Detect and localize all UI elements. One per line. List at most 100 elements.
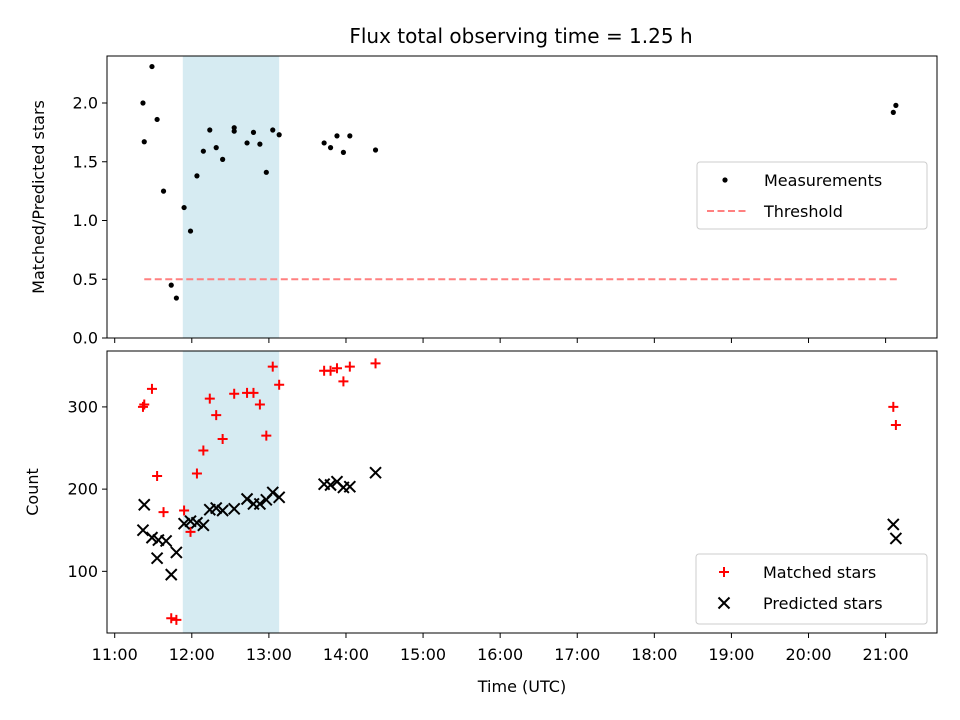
- matched-star-point: [248, 387, 259, 398]
- measurement-point: [181, 204, 187, 211]
- predicted-star-point: [369, 466, 382, 479]
- matched-star-point: [152, 470, 163, 481]
- top-y-tick-label: 1.0: [73, 211, 98, 230]
- bottom-x-tick-label: 13:00: [246, 645, 292, 664]
- bottom-x-tick-label: 15:00: [400, 645, 446, 664]
- legend-label: Predicted stars: [763, 594, 883, 613]
- bottom-x-tick-label: 21:00: [863, 645, 909, 664]
- measurement-point: [321, 140, 327, 146]
- bottom-x-tick-label: 11:00: [92, 645, 138, 664]
- matched-star-point: [261, 430, 272, 441]
- predicted-star-point: [170, 546, 183, 559]
- predicted-star-point: [197, 519, 210, 532]
- predicted-star-point: [887, 518, 900, 531]
- predicted-star-point: [227, 502, 241, 516]
- legend-label: Matched stars: [763, 563, 876, 582]
- matched-star-point: [198, 445, 209, 456]
- top-legend: Measurements Threshold: [696, 161, 928, 230]
- measurement-point: [890, 109, 896, 115]
- legend-box: [695, 553, 928, 625]
- measurement-point: [213, 145, 219, 151]
- matched-star-point: [254, 399, 265, 410]
- legend-label: Measurements: [764, 171, 882, 190]
- measurement-point: [154, 116, 160, 123]
- bottom-y-tick-label: 200: [67, 480, 98, 499]
- legend-marker: [722, 177, 728, 183]
- predicted-star-point: [165, 568, 178, 581]
- legend-label: Threshold: [763, 202, 843, 221]
- bottom-x-tick-label: 20:00: [785, 645, 831, 664]
- top-y-tick-label: 0.5: [73, 270, 98, 289]
- top-shaded-interval: [182, 56, 280, 338]
- matched-star-point: [274, 379, 285, 390]
- legend-marker: [717, 596, 731, 610]
- measurement-point: [334, 133, 340, 139]
- matched-star-point: [171, 614, 182, 625]
- measurement-point: [140, 100, 146, 106]
- matched-star-point: [179, 505, 190, 516]
- top-panel: 0.00.51.01.52.0 Matched/Predicted stars …: [29, 55, 938, 348]
- measurement-point: [893, 102, 899, 108]
- measurement-point: [168, 282, 174, 288]
- measurement-point: [173, 295, 179, 301]
- matched-star-point: [185, 526, 196, 537]
- measurement-point: [372, 147, 379, 153]
- measurement-point: [270, 127, 276, 133]
- measurement-point: [200, 148, 206, 154]
- predicted-star-point: [253, 497, 267, 511]
- top-y-tick-label: 0.0: [73, 329, 98, 348]
- predicted-star-point: [272, 491, 286, 504]
- predicted-star-point: [138, 498, 151, 511]
- measurement-point: [194, 173, 200, 179]
- bottom-x-axis-label: Time (UTC): [477, 677, 566, 696]
- matched-star-point: [139, 399, 150, 410]
- matched-star-point: [158, 507, 169, 518]
- legend-box: [696, 161, 928, 230]
- measurement-point: [141, 139, 147, 145]
- matched-star-point: [325, 365, 336, 376]
- bottom-x-tick-label: 17:00: [554, 645, 600, 664]
- bottom-axes-frame: [106, 350, 938, 634]
- measurement-point: [220, 156, 226, 162]
- measurement-point: [160, 188, 167, 194]
- bottom-y-tick-label: 300: [67, 397, 98, 416]
- matched-star-point: [344, 361, 355, 372]
- top-x-ticks: [114, 338, 887, 343]
- bottom-x-tick-label: 14:00: [323, 645, 369, 664]
- matched-star-point: [229, 388, 240, 399]
- measurement-point: [207, 127, 213, 133]
- predicted-star-point: [136, 524, 150, 537]
- matched-star-point: [890, 419, 901, 430]
- measurement-point: [257, 141, 263, 147]
- matched-star-point: [888, 401, 899, 412]
- top-axes-frame: [106, 55, 938, 339]
- bottom-x-tick-label: 18:00: [631, 645, 677, 664]
- bottom-x-tick-label: 16:00: [477, 645, 523, 664]
- measurement-point: [250, 129, 257, 135]
- predicted-star-point: [216, 504, 229, 517]
- predicted-star-point: [159, 534, 173, 548]
- measurement-point: [149, 63, 155, 70]
- predicted-star-point: [240, 492, 254, 506]
- predicted-star-point: [889, 532, 903, 545]
- chart-title: Flux total observing time = 1.25 h: [349, 24, 692, 48]
- top-plot-marks: [140, 63, 899, 301]
- top-y-axis: 0.0 0.5 1.0 1.5 2.0: [73, 94, 107, 348]
- matched-star-point: [370, 358, 381, 369]
- measurement-point: [347, 133, 353, 139]
- matched-star-point: [217, 433, 228, 444]
- measurement-point: [244, 140, 250, 146]
- top-y-tick-label: 1.5: [73, 152, 98, 171]
- bottom-y-tick-label: 100: [67, 562, 98, 581]
- bottom-legend: Matched stars Predicted stars: [695, 553, 928, 625]
- bottom-x-tick-label: 19:00: [708, 645, 754, 664]
- measurement-point: [327, 145, 334, 151]
- matched-star-point: [146, 383, 157, 394]
- predicted-star-point: [343, 480, 357, 493]
- bottom-x-axis: 11:00 12:00 13:00 14:00 15:00 16:00 17:00 18:00…: [92, 633, 909, 664]
- matched-star-point: [331, 363, 342, 374]
- bottom-y-axis-label: Count: [23, 468, 42, 516]
- measurement-point: [187, 228, 194, 234]
- legend-marker: [719, 567, 729, 577]
